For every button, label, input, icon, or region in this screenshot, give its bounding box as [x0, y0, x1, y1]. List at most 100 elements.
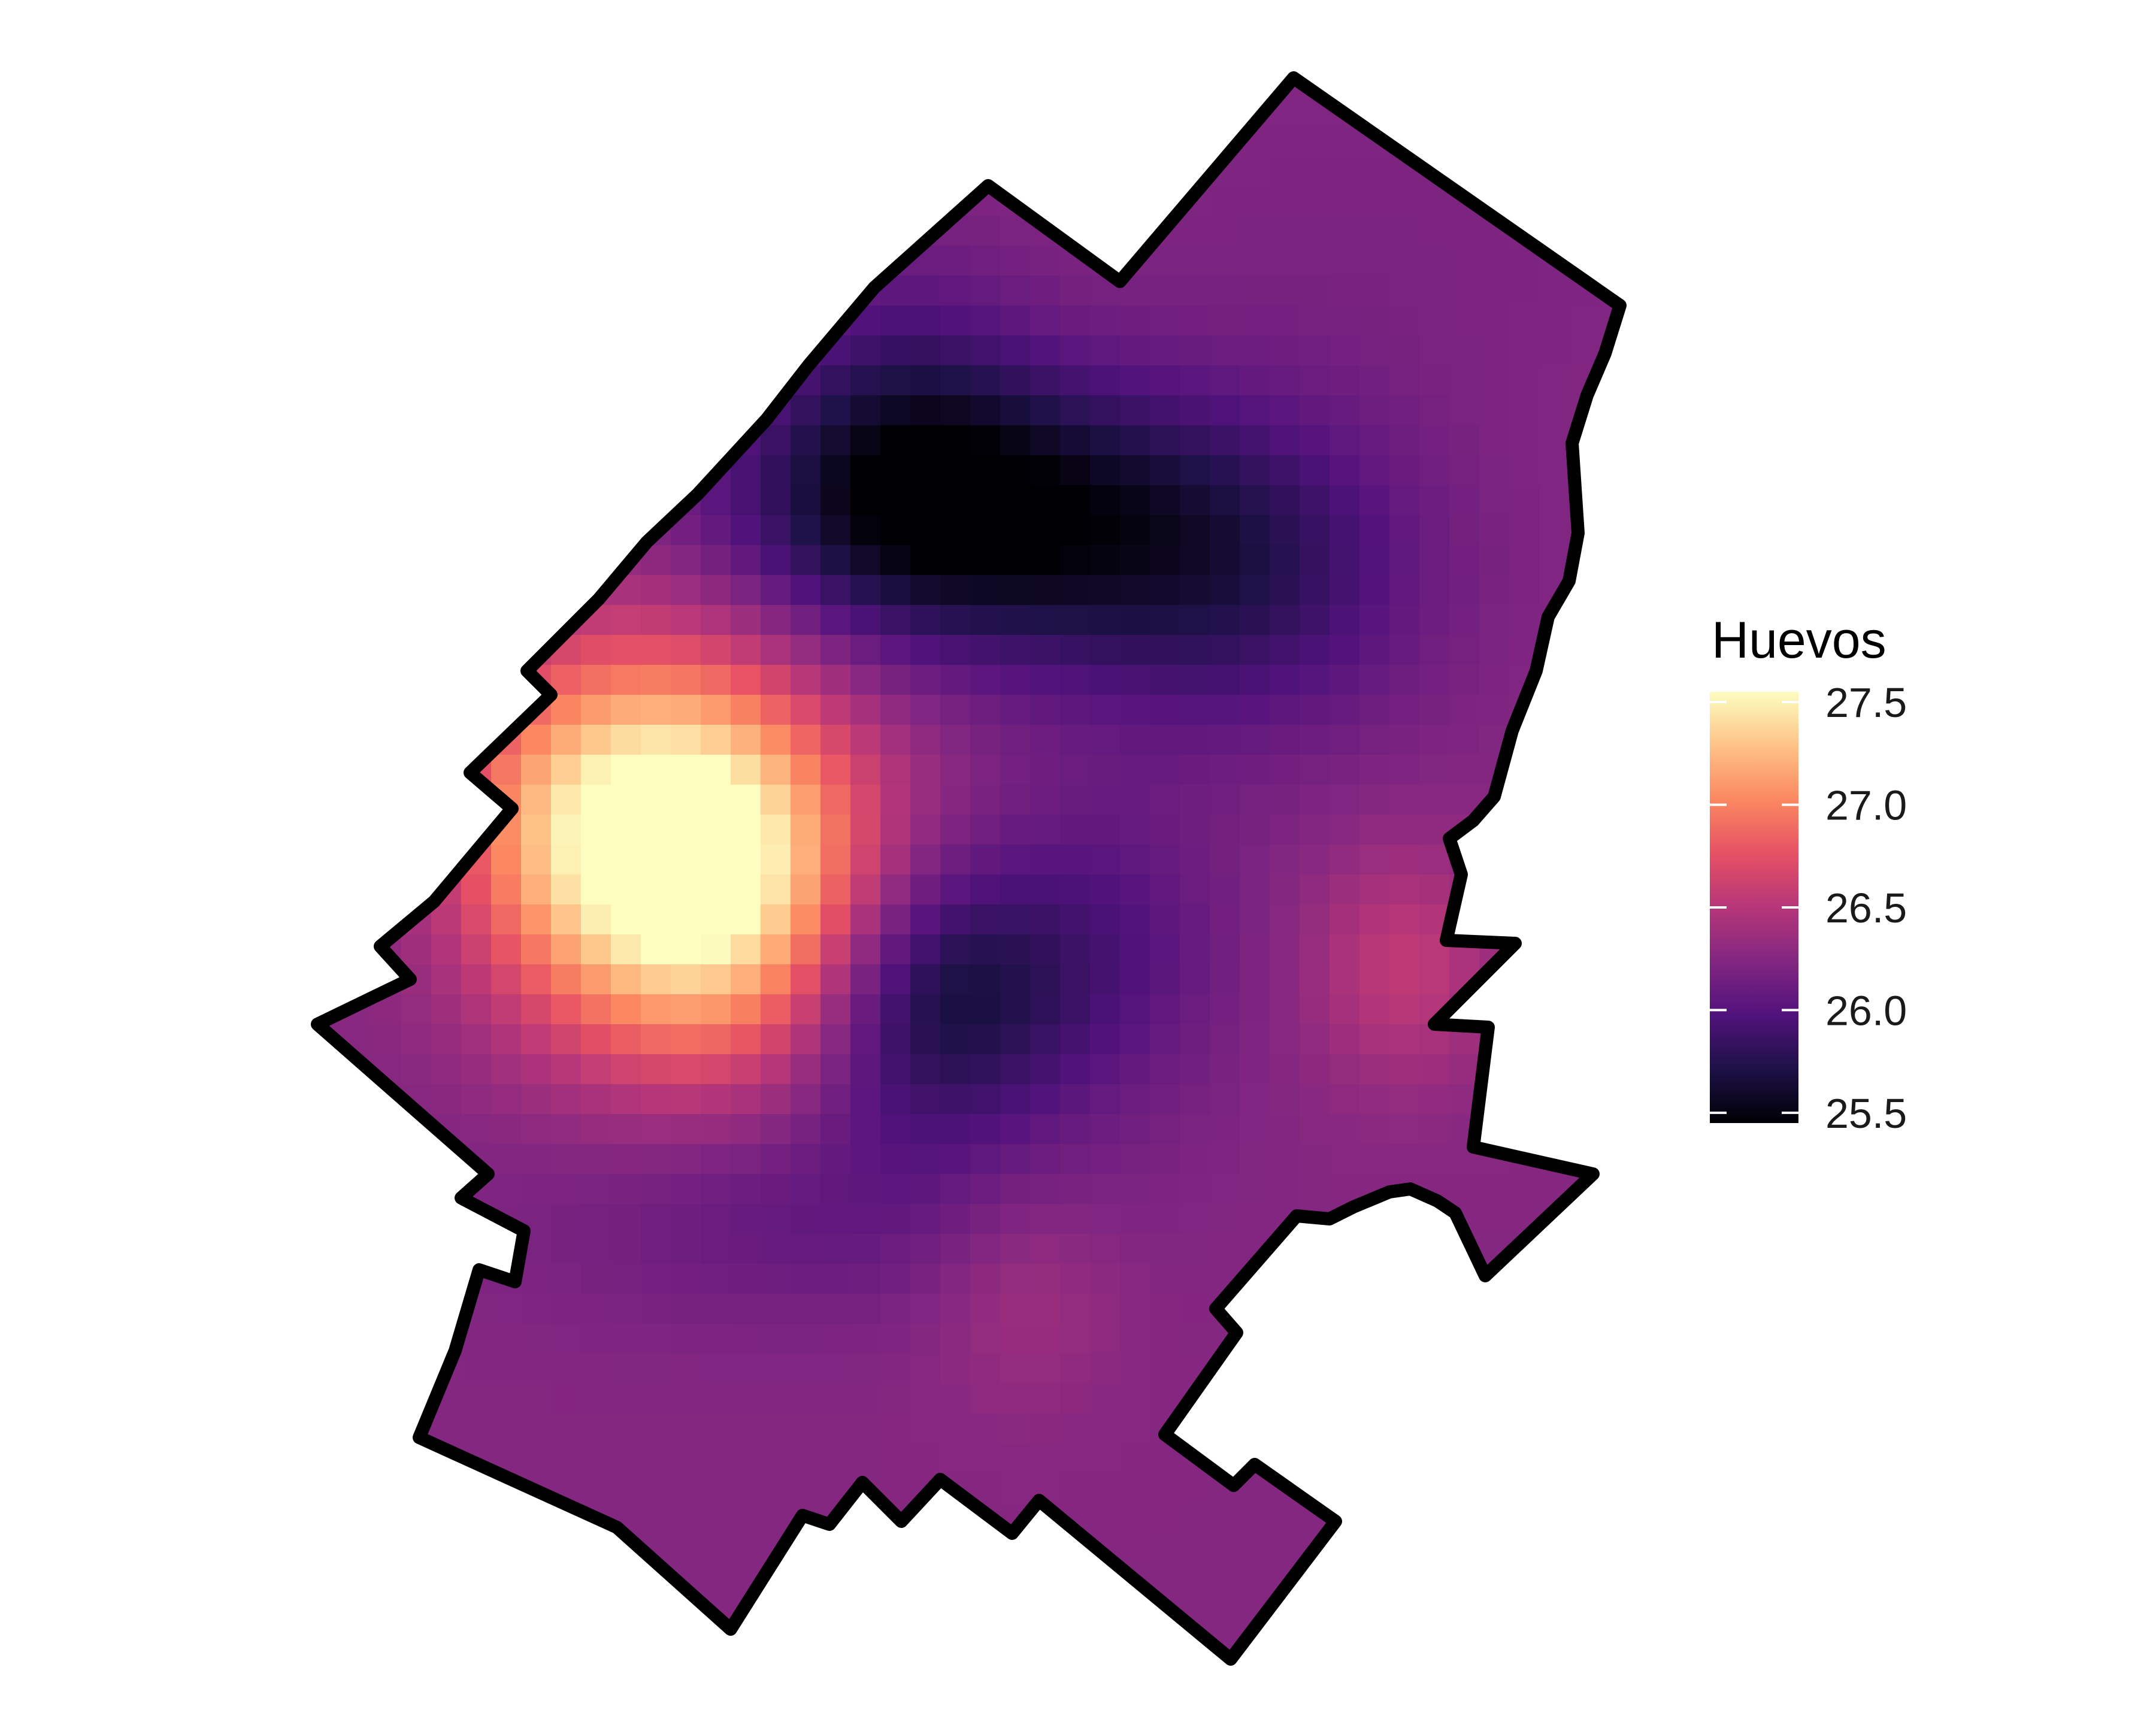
heatmap-cell	[1479, 815, 1510, 845]
heatmap-cell	[1539, 994, 1570, 1025]
heatmap-cell	[1090, 1054, 1121, 1085]
heatmap-cell	[1419, 1264, 1450, 1294]
heatmap-cell	[671, 1174, 701, 1205]
heatmap-cell	[521, 1264, 552, 1294]
heatmap-cell	[850, 1563, 881, 1594]
heatmap-cell	[970, 126, 1001, 156]
heatmap-cell	[940, 575, 971, 606]
heatmap-cell	[1090, 455, 1121, 486]
heatmap-cell	[940, 755, 971, 785]
heatmap-cell	[641, 1264, 671, 1294]
heatmap-cell	[1330, 1084, 1360, 1115]
heatmap-cell	[491, 605, 522, 635]
heatmap-cell	[1300, 934, 1330, 965]
heatmap-cell	[551, 1593, 582, 1624]
heatmap-cell	[1150, 1264, 1180, 1294]
heatmap-cell	[820, 845, 851, 875]
heatmap-cell	[1270, 815, 1300, 845]
heatmap-cell	[791, 1623, 821, 1654]
heatmap-cell	[970, 365, 1001, 396]
heatmap-cell	[1359, 545, 1390, 576]
heatmap-cell	[1539, 934, 1570, 965]
heatmap-cell	[880, 395, 911, 426]
heatmap-cell	[671, 96, 701, 126]
heatmap-cell	[1389, 246, 1420, 276]
heatmap-cell	[641, 1174, 671, 1205]
heatmap-cell	[1270, 665, 1300, 695]
heatmap-cell	[880, 335, 911, 366]
heatmap-cell	[641, 126, 671, 156]
heatmap-cell	[521, 964, 552, 995]
heatmap-cell	[880, 485, 911, 516]
heatmap-cell	[1389, 665, 1420, 695]
heatmap-cell	[940, 605, 971, 635]
heatmap-cell	[731, 964, 761, 995]
heatmap-cell	[791, 1174, 821, 1205]
heatmap-cell	[1330, 425, 1360, 456]
heatmap-cell	[1150, 365, 1180, 396]
heatmap-cell	[820, 1533, 851, 1564]
heatmap-cell	[940, 545, 971, 576]
heatmap-cell	[1509, 815, 1540, 845]
heatmap-cell	[1330, 1324, 1360, 1354]
heatmap-cell	[431, 755, 462, 785]
heatmap-cell	[1000, 1414, 1031, 1444]
heatmap-cell	[1539, 455, 1570, 486]
heatmap-cell	[431, 156, 462, 186]
heatmap-cell	[970, 216, 1001, 246]
heatmap-cell	[1090, 934, 1121, 965]
heatmap-cell	[1479, 425, 1510, 456]
heatmap-cell	[581, 964, 611, 995]
heatmap-cell	[761, 78, 791, 96]
heatmap-cell	[1359, 725, 1390, 755]
heatmap-cell	[1449, 1414, 1480, 1444]
heatmap-cell	[317, 904, 342, 935]
heatmap-cell	[1300, 964, 1330, 995]
heatmap-cell	[431, 1084, 462, 1115]
heatmap-cell	[1000, 785, 1031, 815]
heatmap-cell	[1389, 1354, 1420, 1384]
heatmap-cell	[1569, 216, 1600, 246]
heatmap-cell	[1449, 1473, 1480, 1504]
heatmap-cell	[641, 1144, 671, 1175]
heatmap-cell	[1180, 276, 1210, 306]
heatmap-cell	[940, 1384, 971, 1414]
heatmap-cell	[611, 425, 641, 456]
heatmap-cell	[1060, 1384, 1091, 1414]
heatmap-cell	[1359, 1473, 1390, 1504]
heatmap-cell	[521, 1563, 552, 1594]
heatmap-cell	[701, 1354, 731, 1384]
heatmap-cell	[1210, 186, 1240, 216]
heatmap-cell	[1150, 1294, 1180, 1324]
heatmap-cell	[581, 365, 611, 396]
heatmap-cell	[820, 425, 851, 456]
heatmap-cell	[1030, 1084, 1061, 1115]
heatmap-cell	[910, 455, 941, 486]
heatmap-cell	[1240, 365, 1270, 396]
heatmap-cell	[791, 695, 821, 725]
heatmap-cell	[1180, 216, 1210, 246]
heatmap-cell	[850, 425, 881, 456]
heatmap-cell	[1389, 1264, 1420, 1294]
heatmap-cell	[1000, 545, 1031, 576]
heatmap-cell	[761, 1114, 791, 1145]
heatmap-cell	[1419, 1593, 1450, 1624]
heatmap-cell	[731, 1533, 761, 1564]
heatmap-cell	[1120, 425, 1150, 456]
heatmap-cell	[1030, 78, 1061, 96]
heatmap-cell	[910, 335, 941, 366]
heatmap-cell	[581, 1174, 611, 1205]
heatmap-cell	[970, 1204, 1001, 1234]
heatmap-cell	[1539, 126, 1570, 156]
heatmap-cell	[1060, 305, 1091, 336]
heatmap-cell	[401, 605, 432, 635]
heatmap-cell	[521, 1084, 552, 1115]
heatmap-cell	[671, 785, 701, 815]
heatmap-cell	[940, 335, 971, 366]
heatmap-cell	[1060, 78, 1091, 96]
heatmap-cell	[611, 1024, 641, 1055]
heatmap-cell	[581, 515, 611, 546]
heatmap-cell	[431, 96, 462, 126]
heatmap-cell	[791, 605, 821, 635]
heatmap-cell	[761, 1503, 791, 1534]
